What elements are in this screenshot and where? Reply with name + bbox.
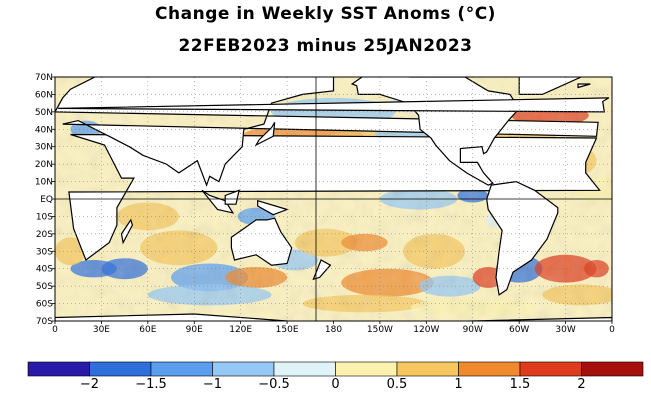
lat-label: 10S (36, 212, 53, 222)
land-mass (55, 313, 612, 321)
lon-label: 150E (276, 325, 299, 335)
lon-label: 120W (413, 325, 439, 335)
colorbar-tick-label: 2 (577, 377, 585, 392)
graticule (55, 77, 612, 321)
lat-label: 30S (36, 247, 53, 257)
lon-label: 180 (325, 325, 342, 335)
land-mass (201, 189, 235, 214)
lon-label: 60W (509, 325, 529, 335)
colorbar-segment (27, 361, 90, 377)
colorbar-tick-label: −1.5 (135, 377, 167, 392)
land-mass (230, 217, 293, 266)
colorbar-tick-label: 1 (454, 377, 462, 392)
chart-subtitle: 22FEB2023 minus 25JAN2023 (178, 36, 473, 56)
chart-title: Change in Weekly SST Anoms (°C) (155, 4, 496, 24)
colorbar-tick-label: 0.5 (387, 377, 408, 392)
colorbar-segment (519, 361, 582, 377)
latitude-labels: 70N 60N 50N 40N 30N 20N 10N EQ 10S 20S 30S 40S 50S 60… (35, 73, 55, 327)
colorbar-tick-label: −1 (203, 377, 222, 392)
lat-label: 60N (35, 90, 53, 100)
colorbar (27, 361, 644, 377)
lat-label: 40S (36, 265, 53, 275)
lon-label: 0 (609, 325, 615, 335)
colorbar-segment (89, 361, 152, 377)
longitude-labels: 0 30E 60E 90E 120E 150E 180 150W 120W 90W 60W 30W 0 (52, 321, 615, 335)
colorbar-segment (212, 361, 275, 377)
lat-label: 10N (35, 178, 53, 188)
land-mass (55, 77, 599, 187)
land-mass (257, 199, 289, 216)
colorbar-tick-label: 0 (331, 377, 339, 392)
lat-label: 20S (36, 230, 53, 240)
lon-label: 150W (367, 325, 393, 335)
land-mass (224, 189, 240, 205)
colorbar-tick-label: −0.5 (258, 377, 290, 392)
lon-label: 90W (463, 325, 483, 335)
lon-label: 90E (186, 325, 203, 335)
land-mass (120, 218, 134, 245)
lat-label: 50N (35, 108, 53, 118)
colorbar-segment (335, 361, 398, 377)
lat-label: 30N (35, 143, 53, 153)
lat-label: 50S (36, 282, 53, 292)
lon-label: 0 (52, 325, 58, 335)
land-masses (0, 77, 612, 321)
lat-label: 70S (36, 317, 53, 327)
lon-label: 30E (93, 325, 110, 335)
lon-label: 60E (139, 325, 156, 335)
lat-label: 40N (35, 125, 53, 135)
lat-label: EQ (40, 195, 53, 205)
colorbar-segment (273, 361, 336, 377)
colorbar-segment (396, 361, 459, 377)
land-mass (0, 135, 43, 261)
land-mass (58, 97, 610, 113)
lat-label: 60S (36, 300, 53, 310)
colorbar-tick-label: 1.5 (510, 377, 531, 392)
colorbar-tick-label: −2 (80, 377, 99, 392)
lon-label: 30W (555, 325, 575, 335)
map-field (0, 77, 612, 321)
colorbar-segment (458, 361, 521, 377)
lon-label: 120E (229, 325, 252, 335)
land-mass (254, 121, 276, 147)
lat-label: 20N (35, 160, 53, 170)
lat-label: 70N (35, 73, 53, 83)
land-mass (577, 83, 591, 89)
colorbar-segment (150, 361, 213, 377)
colorbar-labels: −2 −1.5 −1 −0.5 0 0.5 1 1.5 2 (80, 377, 586, 392)
colorbar-segment (581, 361, 644, 377)
